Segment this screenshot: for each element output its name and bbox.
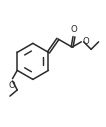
Text: O: O bbox=[82, 37, 89, 46]
Text: O: O bbox=[71, 25, 77, 34]
Text: O: O bbox=[9, 81, 15, 90]
